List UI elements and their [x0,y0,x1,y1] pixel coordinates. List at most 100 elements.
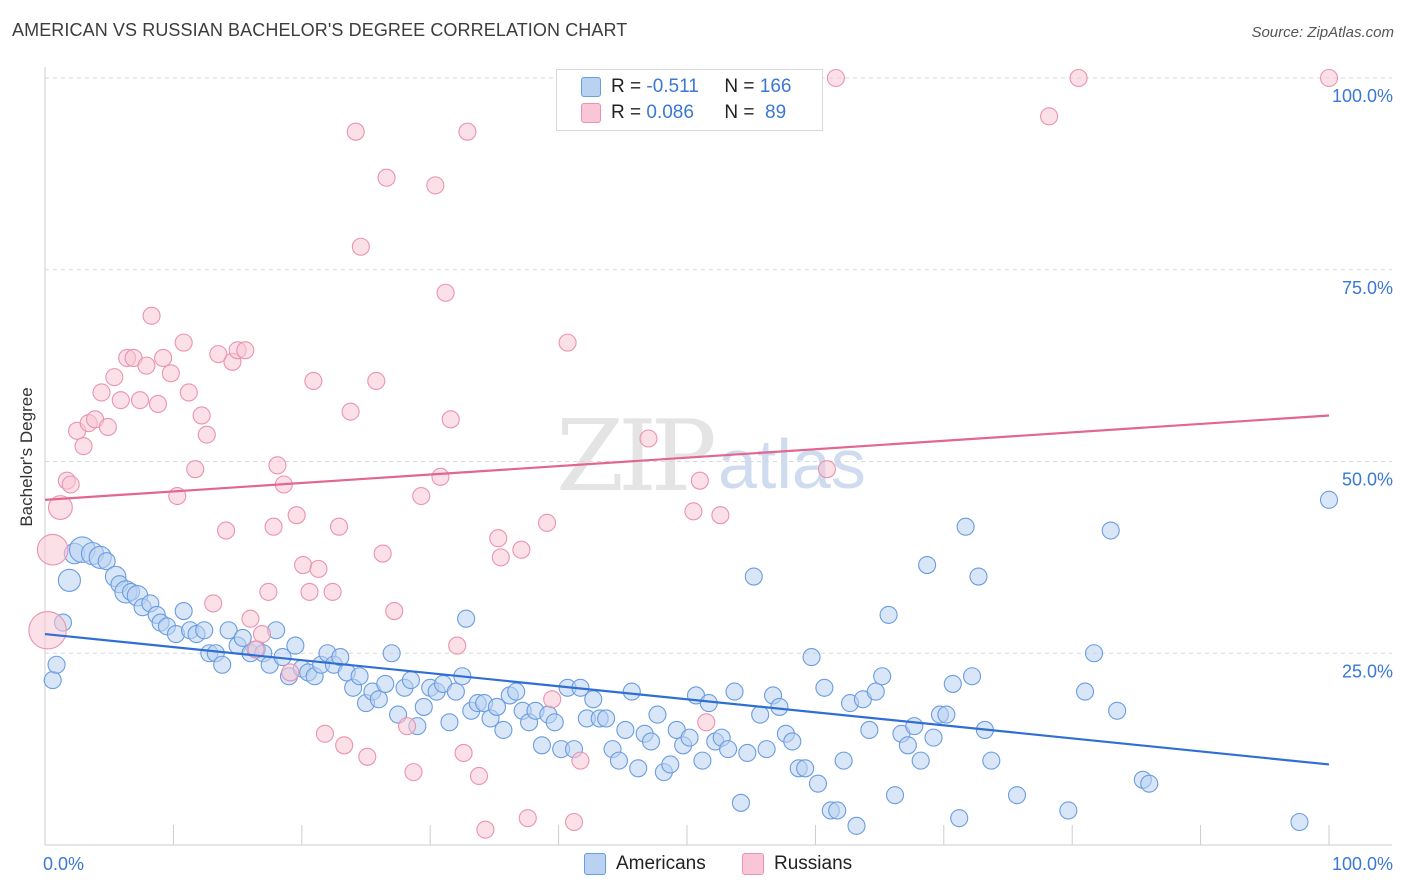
american-point [369,690,388,709]
american-point [648,705,667,724]
american-point [609,751,628,770]
russian-point [74,437,93,456]
russian-point [448,636,467,655]
americans-trend-line [44,632,1330,766]
x-tick-label: 0.0% [43,854,84,874]
american-point [1075,682,1095,701]
russian-point [454,743,473,763]
russian-point [1040,107,1059,126]
american-point [174,602,193,621]
american-point [751,705,770,724]
american-point [1108,701,1127,720]
american-point [97,552,116,571]
russians-n-label: N = [724,102,760,123]
russian-point [111,391,130,410]
y-tick-label: 100.0% [1332,86,1393,106]
american-point [487,697,507,716]
russian-point [489,529,508,548]
american-point [233,628,252,647]
russian-point [309,559,328,578]
russian-point [491,548,510,567]
russian-point [543,690,562,709]
russian-point [174,333,193,352]
americans-swatch-icon [581,77,601,97]
russians-r-label: R = [611,102,647,123]
american-point [962,667,982,686]
americans-legend-label: Americans [616,853,706,874]
source-label: Source: ZipAtlas.com [1251,24,1394,41]
american-point [770,697,789,716]
russian-point [130,391,150,410]
american-point [1140,774,1159,793]
russian-point [346,122,365,141]
american-point [873,667,892,686]
americans-legend-icon [584,853,606,875]
american-point [738,743,757,763]
russian-point [358,747,377,766]
americans-n-value: 166 [759,76,792,97]
american-point [641,732,661,751]
american-point [885,786,905,805]
russian-point [684,502,703,521]
russian-point [436,283,455,302]
russian-point [287,506,306,525]
russian-point [458,122,477,141]
russian-point [259,582,278,601]
russian-point [826,68,845,88]
american-point [1084,644,1104,663]
russians-legend-label: Russians [774,853,853,874]
russian-point [154,348,173,368]
russian-point [469,766,489,786]
watermark-atlas: atlas [718,425,866,503]
american-point [693,751,712,770]
russian-point [161,364,180,383]
russian-point [373,544,392,563]
american-point [331,648,350,667]
russian-point [304,371,323,391]
russian-point [246,640,265,659]
russian-point [281,663,300,682]
american-point [956,517,975,536]
russian-point [209,345,228,364]
russian-point [476,820,495,839]
chart-title: AMERICAN VS RUSSIAN BACHELOR'S DEGREE CO… [12,20,628,40]
russian-point [268,456,287,475]
american-point [545,713,564,732]
american-point [616,720,635,740]
russian-point [537,513,557,532]
american-point [937,705,956,724]
russian-point [92,383,111,402]
american-point [924,728,943,747]
american-point [828,801,847,820]
american-point [1290,812,1309,832]
americans-r-label: R = [611,76,647,97]
russian-point [1319,68,1339,88]
x-tick-label: 100.0% [1332,854,1393,874]
american-point [213,655,232,674]
russian-point [252,625,272,644]
american-point [457,609,476,628]
russian-point [404,763,423,782]
american-point [950,809,969,828]
american-point [808,774,828,793]
russians-trend-line [44,414,1330,501]
russian-point [412,486,431,506]
american-point [783,732,802,751]
american-point [286,636,305,655]
russian-point [236,341,255,360]
american-point [494,720,513,740]
russian-point [315,724,334,743]
russian-point [36,533,69,566]
legend-row-russians: R = 0.086 N = 89 [581,101,786,125]
american-point [982,751,1001,770]
american-point [744,567,763,586]
russian-point [398,717,417,736]
american-point [507,682,526,701]
russian-point [639,429,658,448]
russian-point [197,425,216,444]
american-point [1101,521,1120,540]
russian-point [47,495,73,520]
russian-point [441,410,460,429]
russian-point [1069,68,1088,88]
russian-point [351,237,370,256]
